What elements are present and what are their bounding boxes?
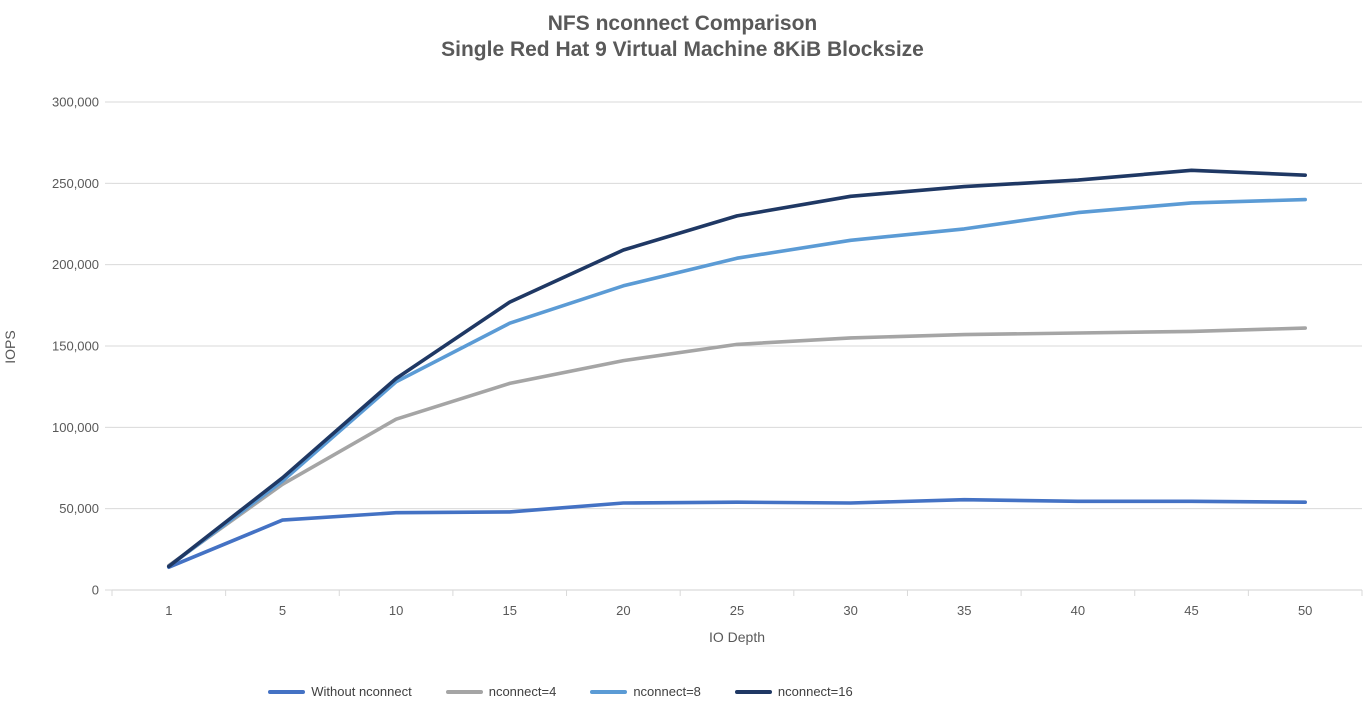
legend-swatch-icon bbox=[445, 689, 483, 694]
legend-swatch-icon bbox=[734, 689, 772, 694]
legend-swatch-icon bbox=[590, 689, 628, 694]
series-line-nconnect-8 bbox=[167, 197, 1307, 569]
x-tick-label: 15 bbox=[502, 603, 516, 618]
chart-title-line2: Single Red Hat 9 Virtual Machine 8KiB Bl… bbox=[441, 38, 924, 61]
x-tick-label: 20 bbox=[616, 603, 630, 618]
x-tick-label: 25 bbox=[730, 603, 744, 618]
legend-item: nconnect=8 bbox=[590, 684, 701, 699]
y-tick-label: 150,000 bbox=[52, 339, 99, 354]
legend-item: Without nconnect bbox=[268, 684, 412, 699]
x-tick-label: 5 bbox=[279, 603, 286, 618]
x-tick-label: 10 bbox=[389, 603, 403, 618]
legend: Without nconnect nconnect=4 nconnect=8 ncon… bbox=[0, 684, 1243, 699]
legend-label: Without nconnect bbox=[311, 684, 412, 699]
chart-title-line1: NFS nconnect Comparison bbox=[547, 12, 818, 35]
series-line-nconnect-16 bbox=[167, 168, 1307, 569]
x-tick-label: 40 bbox=[1071, 603, 1085, 618]
legend-label: nconnect=8 bbox=[633, 684, 701, 699]
legend-label: nconnect=4 bbox=[488, 684, 557, 699]
y-tick-label: 0 bbox=[92, 583, 99, 598]
legend-swatch-icon bbox=[268, 689, 306, 694]
legend-item: nconnect=4 bbox=[445, 684, 557, 699]
x-tick-label: 35 bbox=[957, 603, 971, 618]
x-tick-label: 30 bbox=[843, 603, 857, 618]
y-tick-label: 300,000 bbox=[52, 95, 99, 110]
y-tick-label: 200,000 bbox=[52, 257, 99, 272]
legend-item: nconnect=16 bbox=[734, 684, 853, 699]
y-tick-label: 50,000 bbox=[59, 501, 99, 516]
x-tick-label: 45 bbox=[1184, 603, 1198, 618]
y-axis-title: IOPS bbox=[2, 330, 18, 364]
series-line-nconnect-4 bbox=[167, 326, 1307, 568]
x-tick-label: 50 bbox=[1298, 603, 1312, 618]
y-tick-label: 100,000 bbox=[52, 420, 99, 435]
legend-label: nconnect=16 bbox=[777, 684, 853, 699]
x-axis-title: IO Depth bbox=[708, 629, 766, 645]
series-line-without-nconnect bbox=[167, 497, 1307, 570]
x-tick-label: 1 bbox=[165, 603, 172, 618]
y-tick-label: 250,000 bbox=[52, 176, 99, 191]
